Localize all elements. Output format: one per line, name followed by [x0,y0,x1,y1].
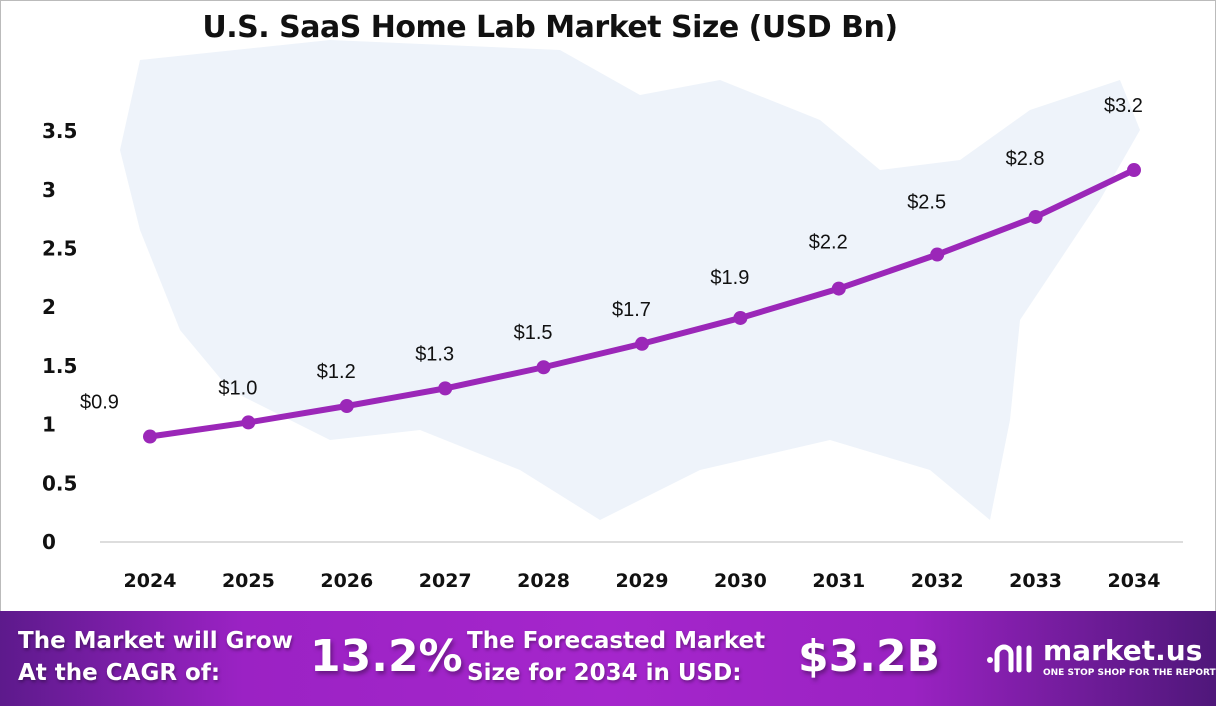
y-tick-label: 2 [42,295,56,319]
x-tick-label: 2030 [714,570,767,592]
data-point [536,360,551,375]
data-label: $1.9 [710,267,749,289]
data-label: $1.3 [415,343,454,365]
data-point [143,429,157,444]
x-tick-label: 2027 [419,570,472,592]
data-point [438,381,453,396]
y-tick-label: 3.5 [42,119,77,143]
data-point [1028,209,1043,224]
line-chart: 0 0.5 1 1.5 2 2.5 3 3.5 2024 2025 2026 2027 2028 202… [42,40,1183,592]
x-tick-label: 2025 [222,570,275,592]
data-point [339,398,354,413]
cagr-value: 13.2% [310,631,463,682]
data-label: $0.9 [80,392,119,414]
data-point [241,415,256,430]
us-map-background [120,40,1140,520]
data-point [831,281,846,296]
data-label: $3.2 [1104,95,1143,117]
y-tick-label: 0.5 [42,471,77,495]
data-point [733,310,748,325]
forecast-value: $3.2B [798,631,941,682]
x-tick-label: 2024 [124,570,177,592]
data-label: $2.2 [809,232,848,254]
y-tick-label: 3 [42,178,56,202]
x-tick-label: 2032 [911,570,964,592]
x-tick-label: 2033 [1009,570,1062,592]
x-tick-label: 2026 [320,570,373,592]
logo-tagline: ONE STOP SHOP FOR THE REPORTS [1043,668,1216,678]
data-point [930,247,945,262]
data-point [635,336,649,351]
data-label: $2.8 [1006,148,1045,170]
x-tick-label: 2034 [1108,570,1161,592]
cagr-label-line1: The Market will Grow [18,628,293,654]
data-label: $2.5 [907,192,946,214]
x-tick-label: 2031 [812,570,865,592]
forecast-label-line1: The Forecasted Market [467,628,766,654]
data-point [1127,163,1141,178]
y-tick-label: 2.5 [42,237,77,261]
x-tick-label: 2029 [616,570,669,592]
data-label: $1.5 [514,322,553,344]
market-us-logo-icon [987,644,1032,672]
chart-title: U.S. SaaS Home Lab Market Size (USD Bn) [202,10,898,45]
data-label: $1.0 [218,377,257,399]
data-label: $1.7 [612,299,651,321]
forecast-label-line2: Size for 2034 in USD: [467,660,742,686]
data-label: $1.2 [317,361,356,383]
market-us-logo: market.us ONE STOP SHOP FOR THE REPORTS [985,637,1216,678]
footer-banner: The Market will Grow At the CAGR of: 13.… [0,611,1216,706]
y-tick-label: 0 [42,530,56,554]
y-tick-label: 1 [42,413,56,437]
cagr-label: The Market will Grow At the CAGR of: [18,625,293,689]
x-tick-label: 2028 [517,570,570,592]
y-tick-label: 1.5 [42,354,77,378]
cagr-label-line2: At the CAGR of: [18,660,221,686]
forecast-label: The Forecasted Market Size for 2034 in U… [467,625,765,689]
logo-name: market.us [1043,634,1203,667]
